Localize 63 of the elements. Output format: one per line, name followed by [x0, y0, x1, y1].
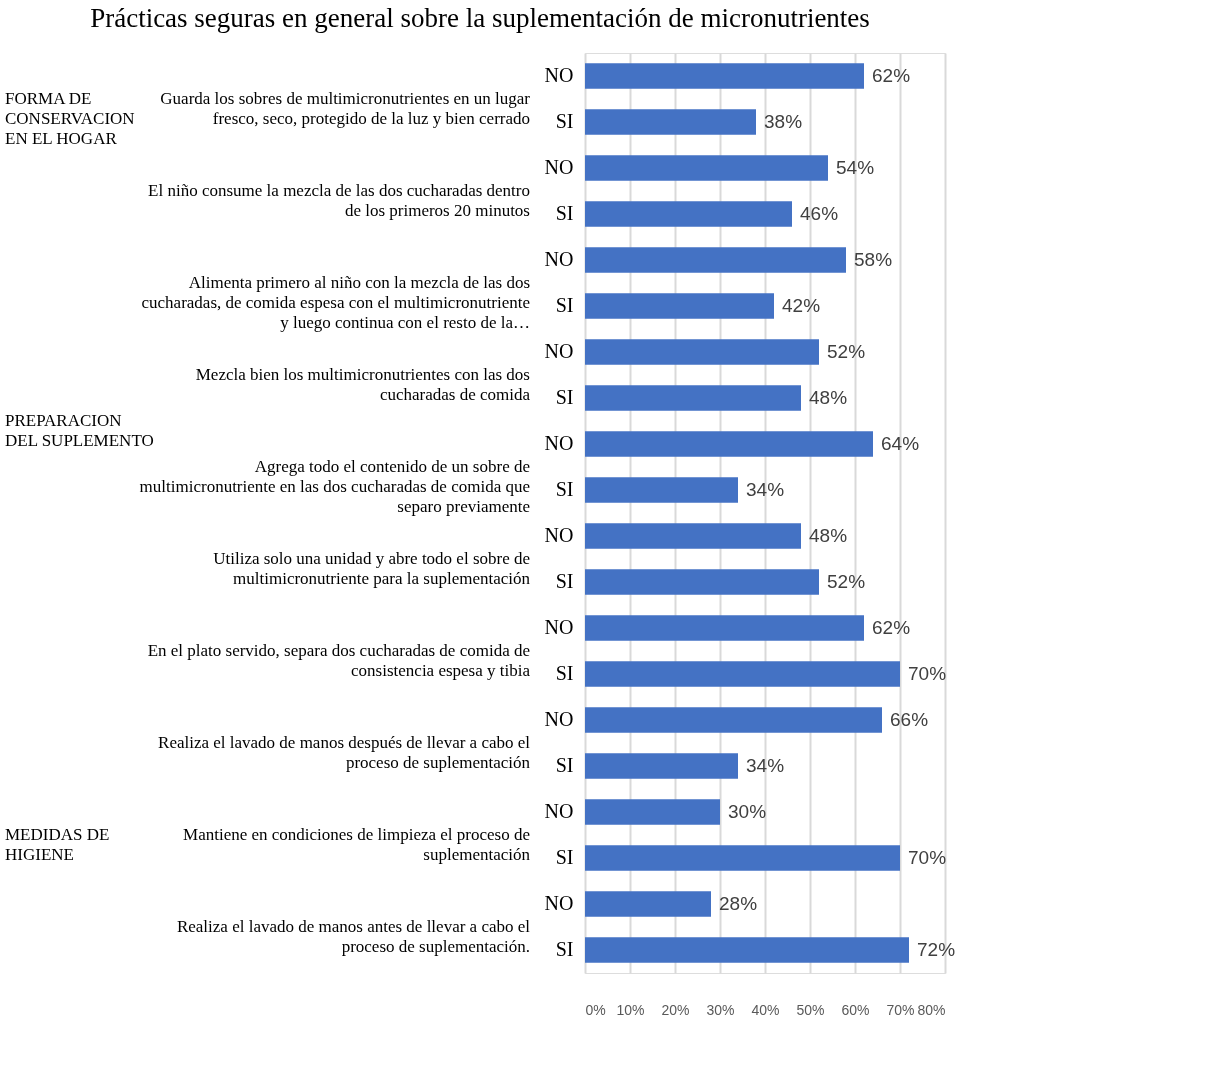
data-label: 42% [782, 295, 821, 316]
y-tick-label: NO [544, 616, 574, 638]
text: PREPARACION DEL SUPLEMENTO [5, 411, 154, 450]
x-tick-label: 30% [706, 1001, 735, 1018]
data-label: 62% [872, 65, 911, 86]
data-label: 64% [881, 433, 920, 454]
data-label: 30% [728, 801, 767, 822]
text: Realiza el lavado de manos antes de llevar a cabo el proceso de suplementación. [176, 917, 531, 956]
data-label: 48% [809, 387, 848, 408]
x-tick-label: 0% [585, 1001, 606, 1018]
data-label: 52% [827, 341, 866, 362]
data-label: 70% [908, 663, 947, 684]
text: MEDIDAS DE HIGIENE [5, 825, 110, 864]
y-tick-label: SI [555, 202, 574, 224]
x-tick-label: 60% [841, 1001, 870, 1018]
y-tick-label: NO [544, 156, 574, 178]
y-tick-label: SI [555, 754, 574, 776]
y-tick-label: SI [555, 662, 574, 684]
data-label: 38% [764, 111, 803, 132]
data-label: 62% [872, 617, 911, 638]
y-tick-label: SI [555, 938, 574, 960]
text: Utiliza solo una unidad y abre todo el sobre de multimicronutriente para la suplementación [213, 549, 531, 588]
data-label: 34% [746, 755, 785, 776]
text: Guarda los sobres de multimicronutrientes en un lugar fresco, seco, protegido de la luz y bien cerrado [160, 89, 531, 128]
data-label: 52% [827, 571, 866, 592]
x-tick-label: 20% [661, 1001, 690, 1018]
x-tick-label: 40% [751, 1001, 780, 1018]
x-tick-label: 70% [886, 1001, 915, 1018]
y-tick-label: NO [544, 340, 574, 362]
data-label: 46% [800, 203, 839, 224]
data-label: 28% [719, 893, 758, 914]
data-label: 70% [908, 847, 947, 868]
data-label: 48% [809, 525, 848, 546]
y-tick-label: SI [555, 570, 574, 592]
y-tick-label: SI [555, 478, 574, 500]
chart-title: Prácticas seguras en general sobre la suplementación de micronutrientes [90, 3, 870, 33]
y-tick-label: SI [555, 110, 574, 132]
data-label: 66% [890, 709, 929, 730]
y-tick-label: SI [555, 386, 574, 408]
y-tick-label: NO [544, 524, 574, 546]
text: Agrega todo el contenido de un sobre de multimicronutriente en las dos cucharadas de comida que separo previamente [139, 457, 530, 516]
text: Alimenta primero al niño con la mezcla de las dos cucharadas, de comida espesa con el multimicronutriente y luego continua con el resto de la… [141, 273, 530, 332]
y-tick-label: SI [555, 846, 574, 868]
x-tick-label: 50% [796, 1001, 825, 1018]
data-label: 58% [854, 249, 893, 270]
x-tick-label: 10% [616, 1001, 645, 1018]
data-label: 72% [917, 939, 956, 960]
data-label: 34% [746, 479, 785, 500]
y-tick-label: NO [544, 708, 574, 730]
y-tick-label: NO [544, 64, 574, 86]
text: Mezcla bien los multimicronutrientes con las dos cucharadas de comida [195, 365, 531, 404]
y-tick-label: SI [555, 294, 574, 316]
y-tick-label: NO [544, 892, 574, 914]
data-label: 54% [836, 157, 875, 178]
x-tick-label: 80% [917, 1001, 946, 1018]
text: Mantiene en condiciones de limpieza el proceso de suplementación [183, 825, 531, 864]
text: Realiza el lavado de manos después de llevar a cabo el proceso de suplementación [158, 733, 531, 772]
y-tick-label: NO [544, 248, 574, 270]
y-tick-label: NO [544, 432, 574, 454]
text: El niño consume la mezcla de las dos cucharadas dentro de los primeros 20 minutos [148, 181, 530, 220]
text: FORMA DE CONSERVACION EN EL HOGAR [5, 89, 135, 148]
text: En el plato servido, separa dos cucharadas de comida de consistencia espesa y tibia [147, 641, 531, 680]
y-tick-label: NO [544, 800, 574, 822]
